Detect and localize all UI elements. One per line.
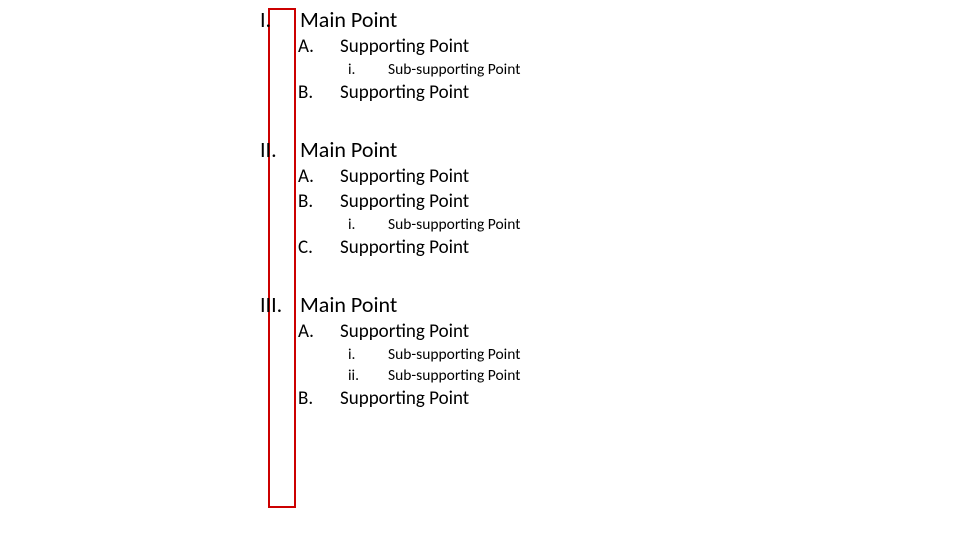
- roman-numeral: I.: [260, 6, 300, 33]
- supporting-point-row: C. Supporting Point: [298, 236, 520, 259]
- supporting-point-row: A. Supporting Point: [298, 320, 520, 343]
- outline-container: I. Main Point A. Supporting Point i. Sub…: [260, 6, 520, 410]
- supporting-point-label: Supporting Point: [340, 35, 469, 58]
- main-point-row: III. Main Point: [260, 291, 520, 318]
- letter-marker: B.: [298, 387, 340, 410]
- supporting-point-row: B. Supporting Point: [298, 190, 520, 213]
- supporting-point-row: A. Supporting Point: [298, 35, 520, 58]
- sub-supporting-label: Sub-supporting Point: [388, 345, 520, 364]
- supporting-point-label: Supporting Point: [340, 165, 469, 188]
- letter-marker: C.: [298, 236, 340, 259]
- main-point-label: Main Point: [300, 291, 397, 318]
- sub-supporting-label: Sub-supporting Point: [388, 60, 520, 79]
- letter-marker: B.: [298, 190, 340, 213]
- main-point-row: I. Main Point: [260, 6, 520, 33]
- sub-roman-marker: ii.: [348, 366, 388, 385]
- supporting-point-label: Supporting Point: [340, 236, 469, 259]
- letter-marker: A.: [298, 165, 340, 188]
- roman-numeral: III.: [260, 291, 300, 318]
- supporting-point-row: A. Supporting Point: [298, 165, 520, 188]
- letter-marker: A.: [298, 320, 340, 343]
- sub-roman-marker: i.: [348, 60, 388, 79]
- sub-supporting-label: Sub-supporting Point: [388, 366, 520, 385]
- supporting-point-row: B. Supporting Point: [298, 387, 520, 410]
- sub-supporting-row: i. Sub-supporting Point: [348, 345, 520, 364]
- supporting-point-label: Supporting Point: [340, 320, 469, 343]
- section-gap: [260, 259, 520, 291]
- sub-supporting-row: i. Sub-supporting Point: [348, 215, 520, 234]
- sub-supporting-row: ii. Sub-supporting Point: [348, 366, 520, 385]
- sub-roman-marker: i.: [348, 345, 388, 364]
- supporting-point-label: Supporting Point: [340, 81, 469, 104]
- supporting-point-label: Supporting Point: [340, 190, 469, 213]
- main-point-label: Main Point: [300, 136, 397, 163]
- main-point-label: Main Point: [300, 6, 397, 33]
- supporting-point-row: B. Supporting Point: [298, 81, 520, 104]
- sub-supporting-row: i. Sub-supporting Point: [348, 60, 520, 79]
- letter-marker: B.: [298, 81, 340, 104]
- roman-numeral: II.: [260, 136, 300, 163]
- sub-roman-marker: i.: [348, 215, 388, 234]
- sub-supporting-label: Sub-supporting Point: [388, 215, 520, 234]
- main-point-row: II. Main Point: [260, 136, 520, 163]
- supporting-point-label: Supporting Point: [340, 387, 469, 410]
- section-gap: [260, 104, 520, 136]
- letter-marker: A.: [298, 35, 340, 58]
